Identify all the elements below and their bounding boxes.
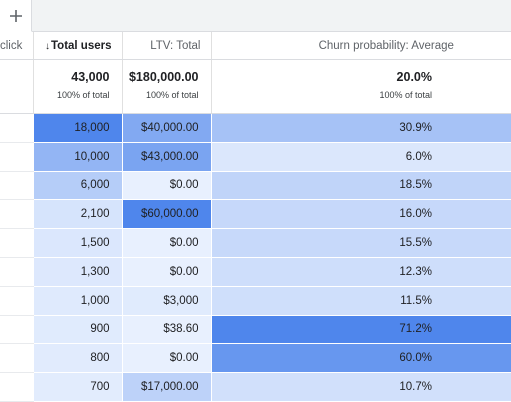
table-row[interactable]: 1,300 $0.00 12.3% — [0, 257, 511, 287]
row-dimension-cell — [0, 315, 33, 345]
table-row[interactable]: 800 $0.00 60.0% — [0, 343, 511, 374]
column-header-churn-probability[interactable]: Churn probability: Average — [210, 32, 511, 60]
row-dimension-cell — [0, 113, 33, 143]
row-dimension-cell — [0, 257, 33, 287]
cell-total-users: 900 — [32, 315, 122, 345]
table-row[interactable]: 2,100 $60,000.00 16.0% — [0, 199, 511, 230]
table-body: 18,000 $40,000.00 30.9% 10,000 $43,000.00 6.0… — [0, 113, 511, 402]
column-header-ltv-total[interactable]: LTV: Total — [121, 32, 211, 60]
cell-ltv: $0.00 — [121, 171, 211, 201]
cell-churn: 16.0% — [210, 199, 511, 230]
cell-total-users: 10,000 — [32, 142, 122, 172]
table-row[interactable]: 700 $17,000.00 10.7% — [0, 372, 511, 402]
cell-ltv: $17,000.00 — [121, 372, 211, 402]
cell-total-users: 6,000 — [32, 171, 122, 201]
cell-ltv: $0.00 — [121, 257, 211, 287]
column-header-total-users[interactable]: ↓Total users — [32, 32, 122, 60]
cell-total-users: 700 — [32, 372, 122, 402]
cell-total-users: 1,300 — [32, 257, 122, 287]
cell-total-users: 800 — [32, 343, 122, 374]
cell-churn: 18.5% — [210, 171, 511, 201]
cell-churn: 6.0% — [210, 142, 511, 172]
header-row: click ↓Total users LTV: Total Churn prob… — [0, 32, 511, 60]
cell-total-users: 1,500 — [32, 228, 122, 258]
sort-descending-icon: ↓ — [45, 40, 50, 52]
cell-ltv: $3,000 — [121, 286, 211, 316]
tab-strip — [0, 0, 511, 32]
total-churn-cell: 20.0% 100% of total — [210, 59, 511, 114]
total-value: 43,000 — [71, 70, 110, 84]
cell-ltv: $0.00 — [121, 228, 211, 258]
total-percent: 100% of total — [379, 90, 432, 100]
data-table: click ↓Total users LTV: Total Churn prob… — [0, 32, 511, 402]
row-dimension-cell — [0, 142, 33, 172]
cell-churn: 12.3% — [210, 257, 511, 287]
cell-churn: 15.5% — [210, 228, 511, 258]
total-ltv-cell: $180,000.00 100% of total — [121, 59, 211, 114]
cell-ltv: $60,000.00 — [121, 199, 211, 230]
row-dimension-cell — [0, 372, 33, 402]
cell-total-users: 18,000 — [32, 113, 122, 143]
total-users-cell: 43,000 100% of total — [32, 59, 122, 114]
cell-ltv: $40,000.00 — [121, 113, 211, 143]
table-row[interactable]: 18,000 $40,000.00 30.9% — [0, 113, 511, 143]
cell-total-users: 1,000 — [32, 286, 122, 316]
cell-ltv: $38.60 — [121, 315, 211, 345]
table-row[interactable]: 6,000 $0.00 18.5% — [0, 171, 511, 201]
add-tab-button[interactable] — [0, 0, 32, 32]
cell-churn: 30.9% — [210, 113, 511, 143]
cell-total-users: 2,100 — [32, 199, 122, 230]
total-value: 20.0% — [396, 70, 432, 84]
table-row[interactable]: 900 $38.60 71.2% — [0, 315, 511, 345]
cell-ltv: $0.00 — [121, 343, 211, 374]
table-row[interactable]: 1,500 $0.00 15.5% — [0, 228, 511, 258]
row-dimension-cell — [0, 199, 33, 230]
row-dimension-cell — [0, 343, 33, 374]
cell-churn: 71.2% — [210, 315, 511, 345]
cell-churn: 10.7% — [210, 372, 511, 402]
cell-churn: 60.0% — [210, 343, 511, 374]
total-percent: 100% of total — [56, 90, 110, 100]
total-value: $180,000.00 — [128, 70, 199, 84]
column-header-click[interactable]: click — [0, 32, 33, 60]
totals-label-cell — [0, 59, 33, 114]
row-dimension-cell — [0, 171, 33, 201]
row-dimension-cell — [0, 286, 33, 316]
totals-row: 43,000 100% of total $180,000.00 100% of t… — [0, 59, 511, 114]
cell-ltv: $43,000.00 — [121, 142, 211, 172]
cell-churn: 11.5% — [210, 286, 511, 316]
plus-icon — [9, 9, 22, 22]
table-row[interactable]: 10,000 $43,000.00 6.0% — [0, 142, 511, 172]
table-row[interactable]: 1,000 $3,000 11.5% — [0, 286, 511, 316]
row-dimension-cell — [0, 228, 33, 258]
total-percent: 100% of total — [145, 90, 199, 100]
